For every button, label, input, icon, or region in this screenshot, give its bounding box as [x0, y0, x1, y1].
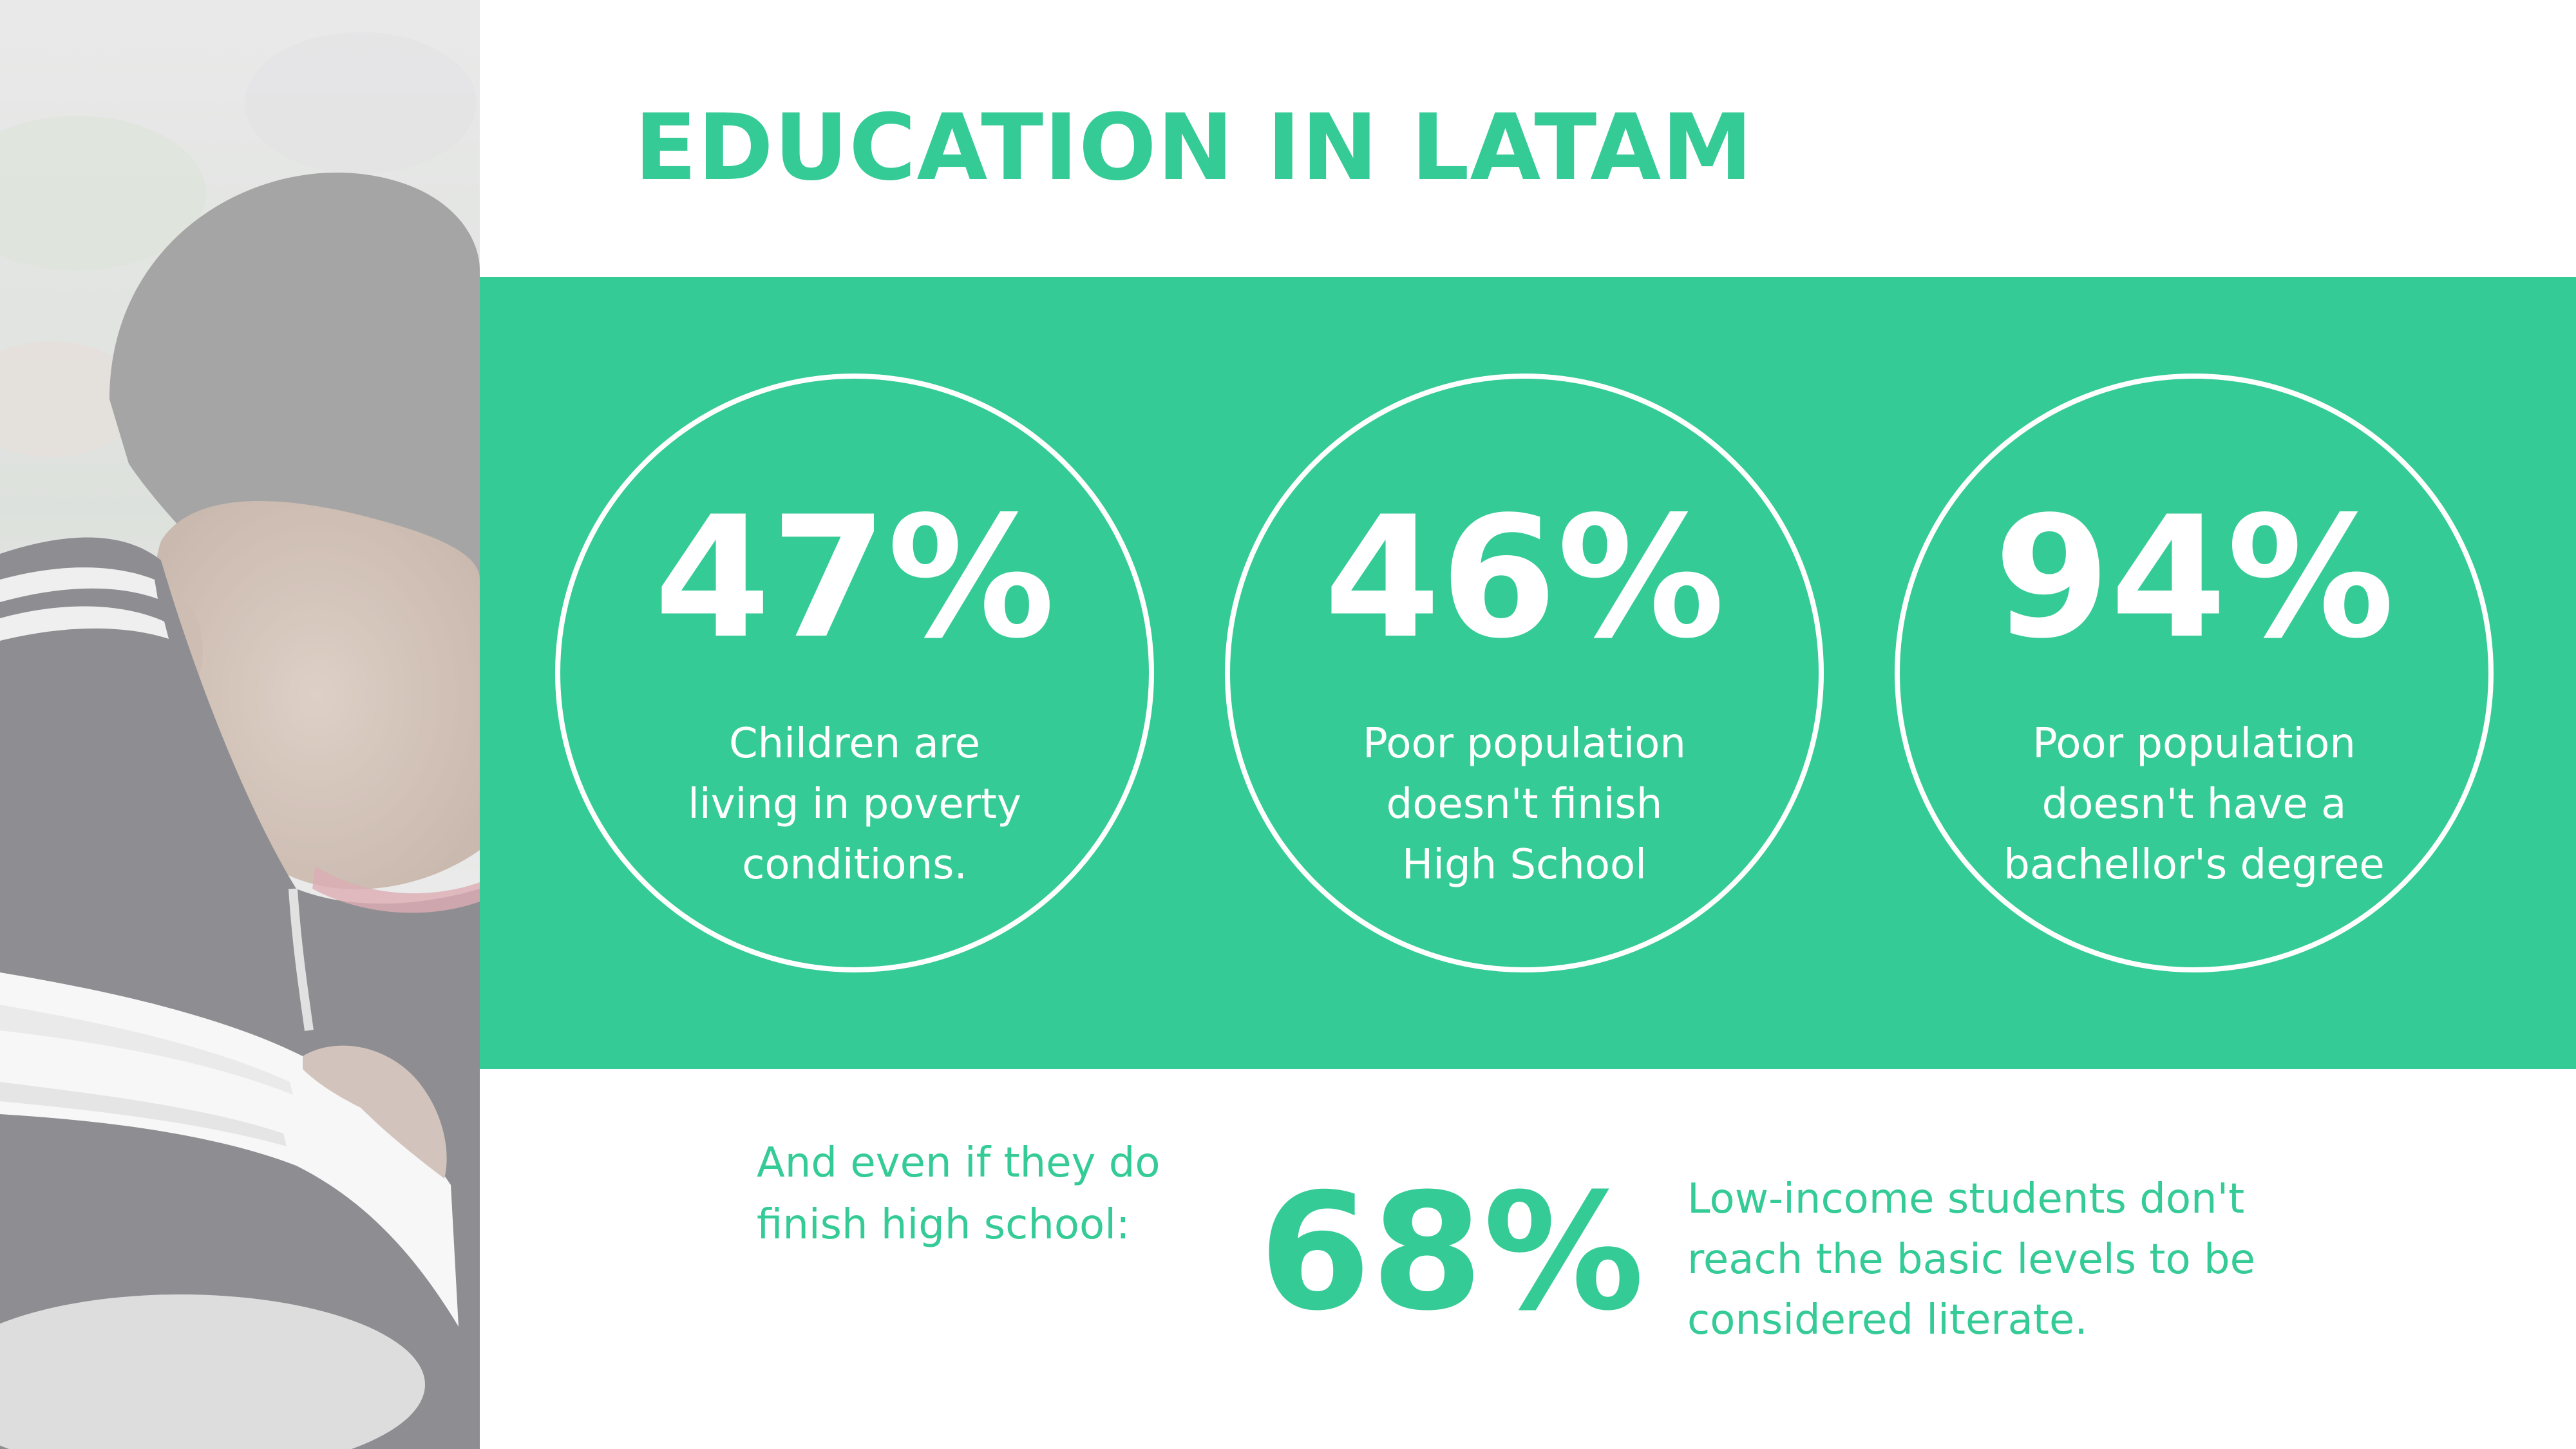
- stat-value: 47%: [654, 481, 1056, 676]
- stat-circle-poverty: 47% Children are living in poverty condi…: [555, 374, 1154, 972]
- bottom-lead-text: And even if they do finish high school:: [757, 1139, 1160, 1249]
- student-reading-photo: [0, 0, 480, 1449]
- page-title: EDUCATION IN LATAM: [634, 95, 1754, 201]
- bottom-stat-description: Low-income students don't reach the basi…: [1687, 1175, 2255, 1344]
- stat-description: Children are living in poverty condition…: [688, 720, 1021, 889]
- stat-description: Poor population doesn't finish High Scho…: [1363, 720, 1686, 889]
- stat-value: 46%: [1323, 481, 1725, 676]
- stats-band: 47% Children are living in poverty condi…: [480, 277, 2576, 1069]
- stat-circle-high-school: 46% Poor population doesn't finish High …: [1225, 374, 1824, 972]
- bottom-stat-value: 68%: [1259, 1159, 1645, 1346]
- stat-value: 94%: [1993, 481, 2395, 676]
- stat-circle-bachelors: 94% Poor population doesn't have a bache…: [1895, 374, 2494, 972]
- stat-description: Poor population doesn't have a bachellor…: [2003, 720, 2385, 889]
